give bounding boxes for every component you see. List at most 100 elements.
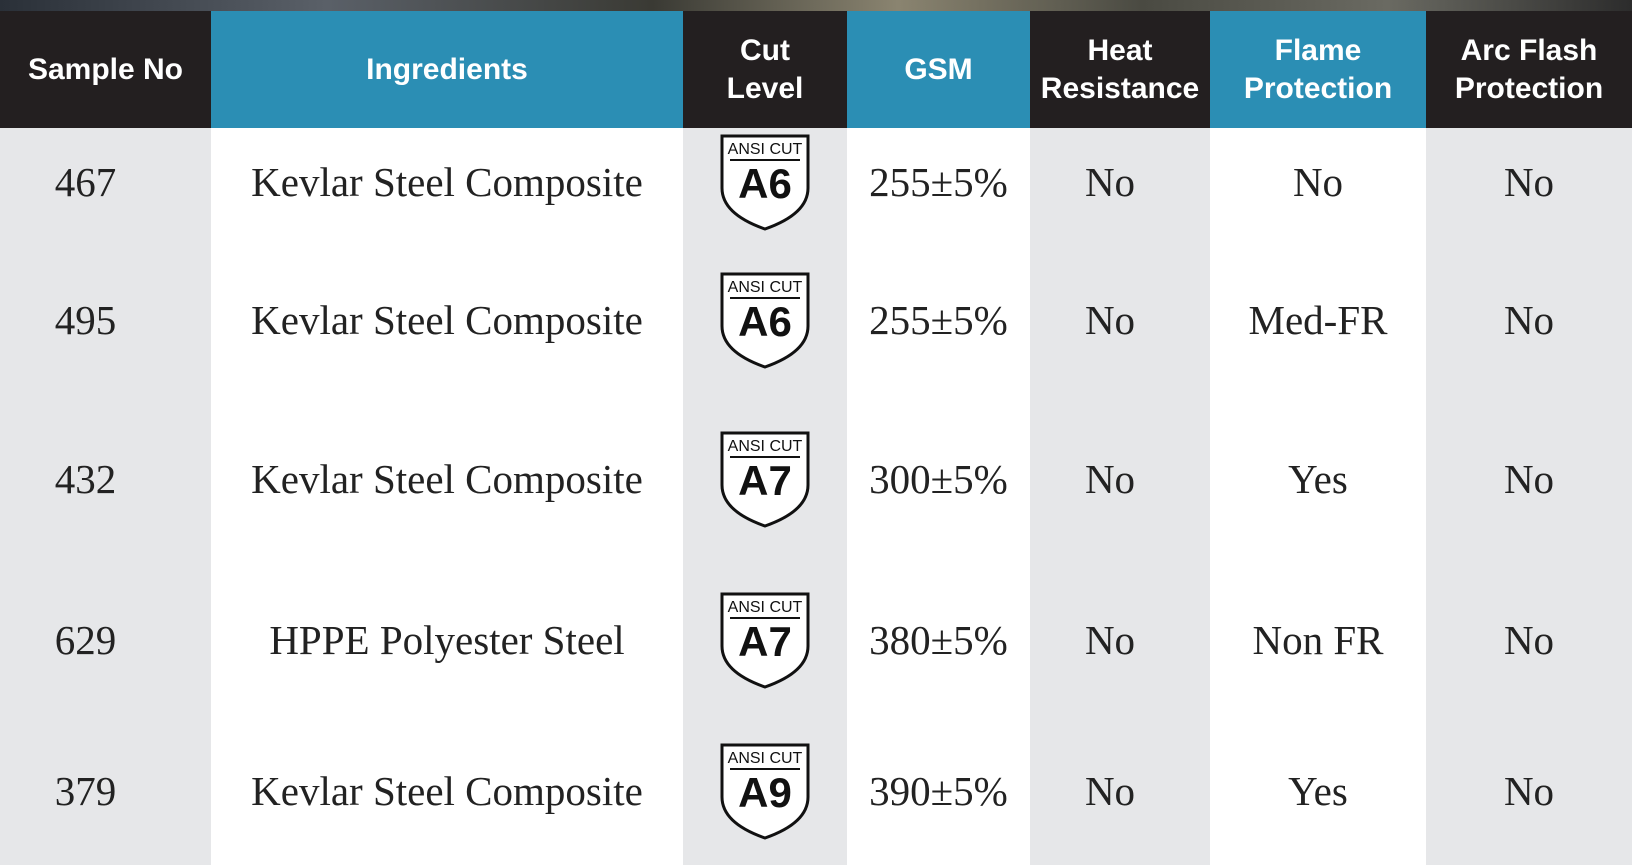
flame-text: Med-FR xyxy=(1249,296,1388,344)
cell: 300±5% xyxy=(847,409,1030,549)
cell: 495 xyxy=(0,250,191,390)
header-text: Protection xyxy=(1455,70,1603,108)
cell: Kevlar Steel Composite xyxy=(211,409,683,549)
column-header: Sample No xyxy=(0,11,211,128)
cell: Non FR xyxy=(1210,570,1426,710)
header-text: Flame xyxy=(1275,32,1362,70)
column: Sample No 467 495 432 629 379 xyxy=(0,11,211,865)
cell: No xyxy=(1426,112,1632,252)
arc-text: No xyxy=(1504,455,1554,503)
header-text: GSM xyxy=(904,51,972,89)
header-text: Protection xyxy=(1244,70,1392,108)
header-text: Sample No xyxy=(28,51,183,89)
cell: ANSI CUT A6 xyxy=(683,250,847,390)
heat-text: No xyxy=(1085,158,1135,206)
header-text: Ingredients xyxy=(366,51,528,89)
column: Ingredients Kevlar Steel Composite Kevlar … xyxy=(211,11,683,865)
badge-level: A6 xyxy=(738,160,792,207)
badge-top: ANSI CUT xyxy=(728,141,803,158)
cell: Yes xyxy=(1210,409,1426,549)
sample-text: 629 xyxy=(55,616,117,664)
cell: No xyxy=(1020,112,1200,252)
cell: 390±5% xyxy=(847,721,1030,861)
cell: No xyxy=(1020,409,1200,549)
arc-text: No xyxy=(1504,616,1554,664)
cell: Yes xyxy=(1210,721,1426,861)
ingredients-text: Kevlar Steel Composite xyxy=(251,455,643,503)
sample-text: 432 xyxy=(55,455,117,503)
cell: 432 xyxy=(0,409,191,549)
arc-text: No xyxy=(1504,767,1554,815)
cell: Med-FR xyxy=(1210,250,1426,390)
cell: No xyxy=(1426,250,1632,390)
badge-top: ANSI CUT xyxy=(728,438,803,455)
cell: ANSI CUT A7 xyxy=(683,409,847,549)
cell: HPPE Polyester Steel xyxy=(211,570,683,710)
cell: No xyxy=(1210,112,1426,252)
flame-text: Yes xyxy=(1288,455,1348,503)
column: GSM 255±5% 255±5% 300±5% 380±5% 390±5% xyxy=(847,11,1030,865)
heat-text: No xyxy=(1085,455,1135,503)
cut-badge: ANSI CUT A6 xyxy=(718,132,812,232)
cut-badge: ANSI CUT A6 xyxy=(718,270,812,370)
cell: 380±5% xyxy=(847,570,1030,710)
heat-text: No xyxy=(1085,767,1135,815)
header-text: Resistance xyxy=(1041,70,1199,108)
badge-level: A7 xyxy=(738,618,792,665)
cell: ANSI CUT A6 xyxy=(683,112,847,252)
header-text: Arc Flash xyxy=(1461,32,1598,70)
ingredients-text: HPPE Polyester Steel xyxy=(269,616,624,664)
cell: 255±5% xyxy=(847,250,1030,390)
badge-level: A7 xyxy=(738,457,792,504)
badge-level: A9 xyxy=(738,769,792,816)
badge-level: A6 xyxy=(738,298,792,345)
gsm-text: 255±5% xyxy=(869,296,1008,344)
heat-text: No xyxy=(1085,296,1135,344)
header-text: Cut xyxy=(740,32,790,70)
cell: 629 xyxy=(0,570,191,710)
arc-text: No xyxy=(1504,158,1554,206)
arc-text: No xyxy=(1504,296,1554,344)
cut-badge: ANSI CUT A7 xyxy=(718,429,812,529)
cut-badge: ANSI CUT A7 xyxy=(718,590,812,690)
ingredients-text: Kevlar Steel Composite xyxy=(251,158,643,206)
cell: No xyxy=(1426,409,1632,549)
cell: Kevlar Steel Composite xyxy=(211,721,683,861)
badge-top: ANSI CUT xyxy=(728,599,803,616)
heat-text: No xyxy=(1085,616,1135,664)
badge-top: ANSI CUT xyxy=(728,279,803,296)
cell: No xyxy=(1020,570,1200,710)
ingredients-text: Kevlar Steel Composite xyxy=(251,767,643,815)
sample-text: 495 xyxy=(55,296,117,344)
gsm-text: 390±5% xyxy=(869,767,1008,815)
cell: ANSI CUT A7 xyxy=(683,570,847,710)
gsm-text: 255±5% xyxy=(869,158,1008,206)
sample-text: 467 xyxy=(55,158,117,206)
cell: 379 xyxy=(0,721,191,861)
photo-strip xyxy=(0,0,1632,11)
header-text: Level xyxy=(727,70,804,108)
flame-text: Yes xyxy=(1288,767,1348,815)
page: Sample No 467 495 432 629 379 Ingredients Kevla… xyxy=(0,0,1632,865)
cell: No xyxy=(1020,721,1200,861)
sample-text: 379 xyxy=(55,767,117,815)
cell: 467 xyxy=(0,112,191,252)
cell: Kevlar Steel Composite xyxy=(211,112,683,252)
cell: No xyxy=(1426,721,1632,861)
header-text: Heat xyxy=(1087,32,1152,70)
column-header: Ingredients xyxy=(211,11,683,128)
cell: No xyxy=(1426,570,1632,710)
gsm-text: 380±5% xyxy=(869,616,1008,664)
cell: No xyxy=(1020,250,1200,390)
flame-text: No xyxy=(1293,158,1343,206)
